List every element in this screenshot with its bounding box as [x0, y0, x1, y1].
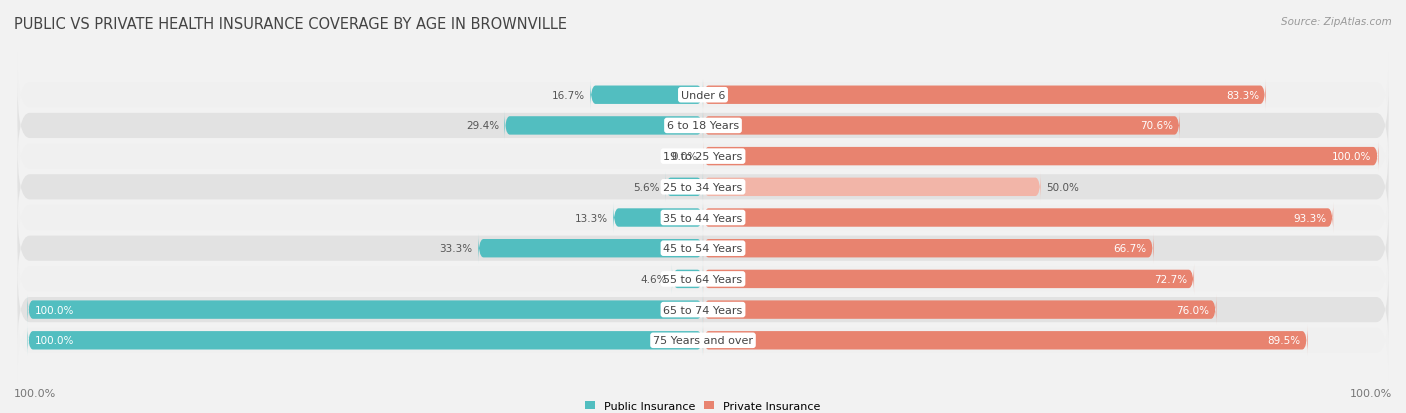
FancyBboxPatch shape	[17, 206, 1389, 291]
FancyBboxPatch shape	[703, 294, 1216, 325]
Legend: Public Insurance, Private Insurance: Public Insurance, Private Insurance	[582, 398, 824, 413]
FancyBboxPatch shape	[703, 80, 1265, 111]
Text: 5.6%: 5.6%	[633, 183, 659, 192]
FancyBboxPatch shape	[703, 141, 1378, 172]
Text: 100.0%: 100.0%	[1350, 388, 1392, 398]
Text: 16.7%: 16.7%	[551, 90, 585, 100]
FancyBboxPatch shape	[17, 176, 1389, 261]
FancyBboxPatch shape	[703, 111, 1180, 141]
FancyBboxPatch shape	[17, 83, 1389, 169]
Text: Source: ZipAtlas.com: Source: ZipAtlas.com	[1281, 17, 1392, 26]
Text: 75 Years and over: 75 Years and over	[652, 335, 754, 345]
Text: 13.3%: 13.3%	[575, 213, 607, 223]
Text: 100.0%: 100.0%	[34, 335, 73, 345]
FancyBboxPatch shape	[28, 294, 703, 325]
Text: 0.0%: 0.0%	[671, 152, 697, 162]
Text: 72.7%: 72.7%	[1154, 274, 1187, 284]
FancyBboxPatch shape	[17, 237, 1389, 322]
FancyBboxPatch shape	[703, 264, 1194, 294]
Text: 4.6%: 4.6%	[640, 274, 666, 284]
Text: 89.5%: 89.5%	[1268, 335, 1301, 345]
FancyBboxPatch shape	[703, 203, 1333, 233]
Text: 55 to 64 Years: 55 to 64 Years	[664, 274, 742, 284]
Text: 19 to 25 Years: 19 to 25 Years	[664, 152, 742, 162]
FancyBboxPatch shape	[703, 233, 1153, 264]
FancyBboxPatch shape	[478, 233, 703, 264]
FancyBboxPatch shape	[17, 114, 1389, 199]
Text: PUBLIC VS PRIVATE HEALTH INSURANCE COVERAGE BY AGE IN BROWNVILLE: PUBLIC VS PRIVATE HEALTH INSURANCE COVER…	[14, 17, 567, 31]
FancyBboxPatch shape	[703, 172, 1040, 203]
Text: Under 6: Under 6	[681, 90, 725, 100]
FancyBboxPatch shape	[665, 172, 703, 203]
Text: 29.4%: 29.4%	[465, 121, 499, 131]
Text: 100.0%: 100.0%	[34, 305, 73, 315]
FancyBboxPatch shape	[613, 203, 703, 233]
Text: 70.6%: 70.6%	[1140, 121, 1173, 131]
FancyBboxPatch shape	[672, 264, 703, 294]
Text: 100.0%: 100.0%	[14, 388, 56, 398]
Text: 50.0%: 50.0%	[1046, 183, 1078, 192]
Text: 45 to 54 Years: 45 to 54 Years	[664, 244, 742, 254]
FancyBboxPatch shape	[591, 80, 703, 111]
Text: 35 to 44 Years: 35 to 44 Years	[664, 213, 742, 223]
Text: 6 to 18 Years: 6 to 18 Years	[666, 121, 740, 131]
FancyBboxPatch shape	[17, 298, 1389, 383]
FancyBboxPatch shape	[17, 53, 1389, 138]
Text: 66.7%: 66.7%	[1114, 244, 1147, 254]
FancyBboxPatch shape	[505, 111, 703, 141]
Text: 83.3%: 83.3%	[1226, 90, 1258, 100]
Text: 33.3%: 33.3%	[440, 244, 472, 254]
FancyBboxPatch shape	[17, 145, 1389, 230]
Text: 65 to 74 Years: 65 to 74 Years	[664, 305, 742, 315]
Text: 100.0%: 100.0%	[1333, 152, 1372, 162]
FancyBboxPatch shape	[28, 325, 703, 356]
Text: 25 to 34 Years: 25 to 34 Years	[664, 183, 742, 192]
FancyBboxPatch shape	[703, 325, 1308, 356]
Text: 76.0%: 76.0%	[1177, 305, 1209, 315]
FancyBboxPatch shape	[17, 267, 1389, 352]
Text: 93.3%: 93.3%	[1294, 213, 1326, 223]
